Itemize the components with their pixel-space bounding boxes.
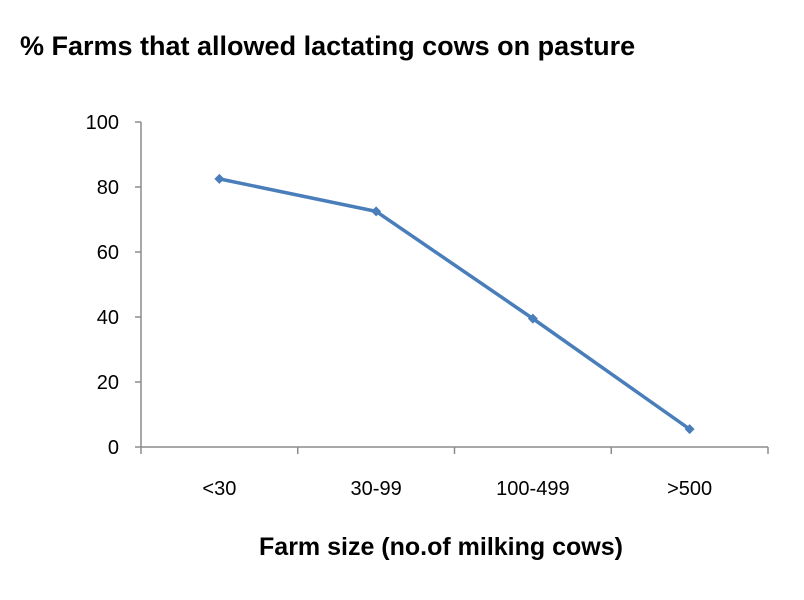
x-tick-label: 100-499 (496, 478, 569, 500)
y-tick-label: 0 (108, 437, 119, 459)
axes (135, 121, 769, 454)
series (214, 173, 695, 435)
y-tick-labels: 0 20 40 60 80 100 (86, 112, 119, 459)
y-tick-label: 100 (86, 112, 119, 134)
series-line (219, 177, 691, 431)
x-tick-label: >500 (667, 478, 712, 500)
data-point (527, 313, 538, 324)
x-tick-label: <30 (202, 478, 236, 500)
x-tick-label: 30-99 (351, 478, 402, 500)
x-axis-label: Farm size (no.of milking cows) (259, 533, 623, 561)
data-point (684, 424, 695, 435)
data-point (371, 206, 382, 217)
x-tick-labels: <30 30-99 100-499 >500 (202, 478, 712, 500)
y-tick-label: 20 (97, 372, 119, 394)
chart-title: % Farms that allowed lactating cows on p… (20, 31, 635, 61)
y-tick-label: 40 (97, 307, 119, 329)
y-tick-label: 60 (97, 242, 119, 264)
data-point (214, 173, 225, 184)
y-tick-label: 80 (97, 177, 119, 199)
